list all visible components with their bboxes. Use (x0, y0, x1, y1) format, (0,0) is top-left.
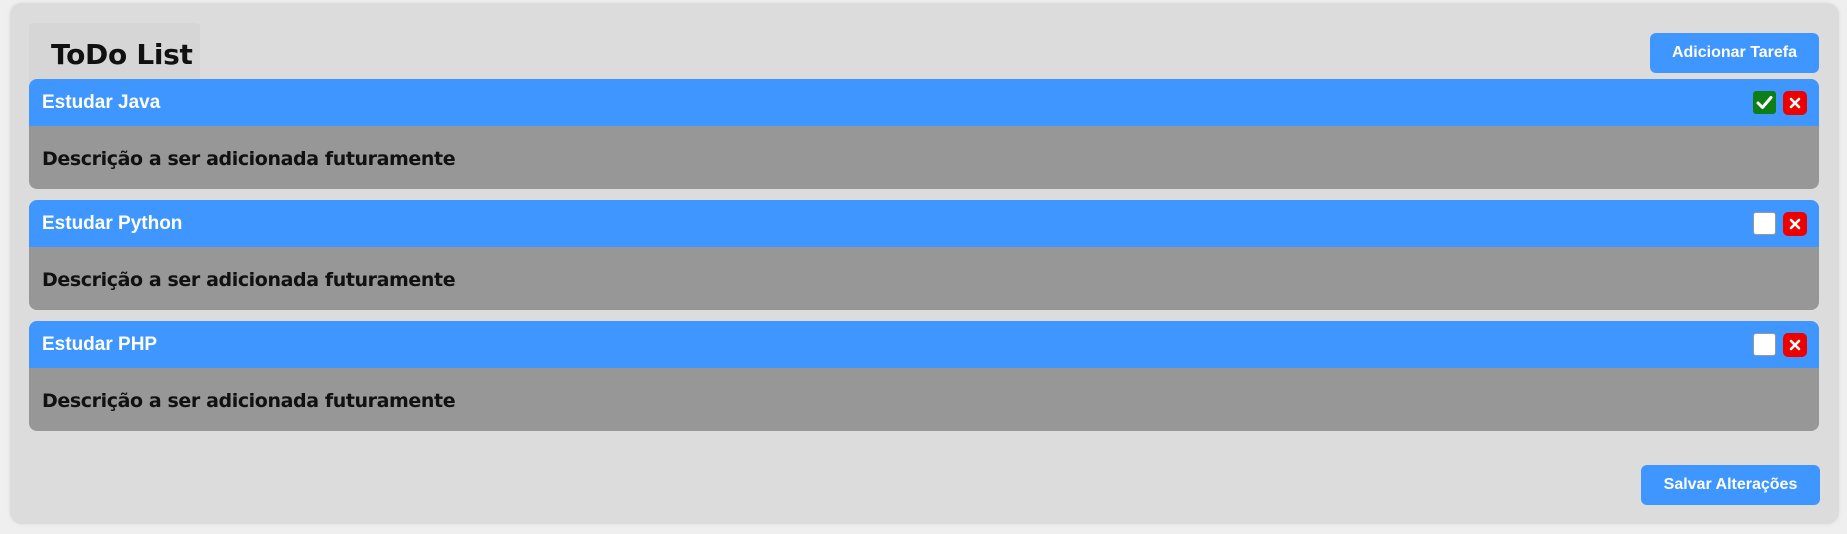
page-title: ToDo List (51, 38, 193, 71)
close-icon (1789, 97, 1801, 109)
close-icon (1789, 339, 1801, 351)
task-title: Estudar Python (42, 213, 183, 234)
task-description: Descrição a ser adicionada futuramente (42, 269, 456, 291)
checkmark-icon (1756, 96, 1773, 109)
task-title: Estudar PHP (42, 334, 158, 355)
task-header: Estudar Python (29, 200, 1819, 247)
add-task-button[interactable]: Adicionar Tarefa (1650, 33, 1819, 73)
save-changes-button[interactable]: Salvar Alterações (1641, 465, 1820, 505)
task-card: Estudar Java Descrição a ser adicionada … (29, 79, 1819, 189)
delete-task-button[interactable] (1783, 333, 1807, 357)
task-body: Descrição a ser adicionada futuramente (29, 368, 1819, 431)
task-card: Estudar PHP Descrição a ser adicionada f… (29, 321, 1819, 431)
task-done-checkbox[interactable] (1753, 91, 1776, 114)
task-body: Descrição a ser adicionada futuramente (29, 247, 1819, 310)
task-description: Descrição a ser adicionada futuramente (42, 148, 456, 170)
delete-task-button[interactable] (1783, 212, 1807, 236)
title-box: ToDo List (29, 23, 200, 85)
close-icon (1789, 218, 1801, 230)
task-title: Estudar Java (42, 92, 161, 113)
task-description: Descrição a ser adicionada futuramente (42, 390, 456, 412)
task-header: Estudar PHP (29, 321, 1819, 368)
task-header: Estudar Java (29, 79, 1819, 126)
task-body: Descrição a ser adicionada futuramente (29, 126, 1819, 189)
delete-task-button[interactable] (1783, 91, 1807, 115)
task-done-checkbox[interactable] (1753, 333, 1776, 356)
todo-app: ToDo List Adicionar Tarefa Estudar Java … (10, 3, 1839, 524)
task-card: Estudar Python Descrição a ser adicionad… (29, 200, 1819, 310)
task-done-checkbox[interactable] (1753, 212, 1776, 235)
